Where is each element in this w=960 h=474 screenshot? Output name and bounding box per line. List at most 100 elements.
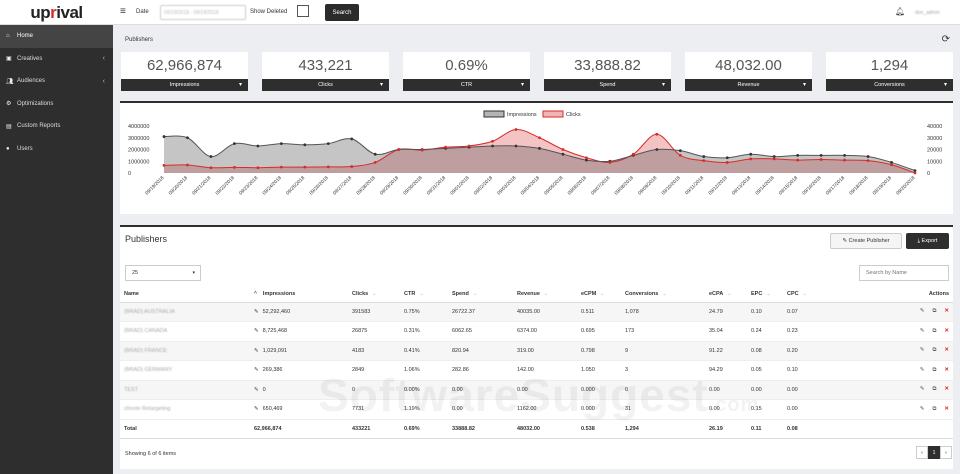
pencil-icon[interactable]: ✎ — [254, 386, 259, 393]
x-tick-label: 09/07/2018 — [590, 175, 611, 196]
y-left-tick: 0 — [128, 171, 131, 177]
cell-actions: ✎ ⧉ ✕ — [819, 380, 953, 400]
x-tick-label: 09/19/2018 — [872, 175, 893, 196]
logo[interactable]: uprival — [30, 2, 83, 22]
copy-icon[interactable]: ⧉ — [932, 327, 937, 334]
x-tick-label: 09/16/2018 — [801, 175, 822, 196]
caret-down-icon: ▾ — [520, 82, 524, 88]
user-menu[interactable]: don_admin — [915, 10, 940, 16]
sidebar-item-home[interactable]: ⌂ Home — [0, 25, 113, 48]
delete-icon[interactable]: ✕ — [944, 308, 949, 315]
clicks-point — [819, 158, 823, 161]
sidebar: ⌂ Home ▣ Creatives ‹ 👥︎ Audiences ‹ ⚙ Op… — [0, 25, 113, 474]
pencil-icon[interactable]: ✎ — [254, 328, 259, 335]
sort-icon: ⌄ — [543, 291, 549, 298]
pencil-icon[interactable]: ✎ — [254, 406, 259, 413]
edit-icon[interactable]: ✎ — [919, 405, 925, 412]
cell-epc: 0.15 — [747, 399, 783, 420]
edit-icon[interactable]: ✎ — [919, 327, 925, 334]
cell-ctr: 0.31% — [400, 321, 448, 342]
delete-icon[interactable]: ✕ — [944, 366, 949, 373]
stat-dropdown[interactable]: Clicks ▾ — [262, 79, 389, 91]
bell-icon[interactable]: 🔔︎ — [895, 7, 906, 16]
y-left-tick: 4000000 — [128, 124, 149, 130]
col-revenue[interactable]: Revenue ⌄ — [513, 287, 577, 303]
sidebar-item-creatives[interactable]: ▣ Creatives ‹ — [0, 48, 113, 71]
delete-icon[interactable]: ✕ — [944, 405, 949, 412]
impressions-point — [890, 161, 893, 164]
sidebar-item-users[interactable]: ● Users — [0, 138, 113, 161]
copy-icon[interactable]: ⧉ — [932, 405, 937, 412]
edit-icon[interactable]: ✎ — [919, 366, 925, 373]
col-ecpm[interactable]: eCPM ⌄ — [577, 287, 621, 303]
sidebar-item-label: Audiences — [17, 78, 46, 85]
pencil-icon[interactable]: ✎ — [254, 308, 259, 315]
impressions-point — [538, 146, 541, 150]
clicks-point — [796, 158, 800, 162]
impressions-point — [209, 155, 213, 158]
col-ctr[interactable]: CTR ⌄ — [400, 287, 448, 303]
cell-ecpm: 0.000 — [577, 380, 621, 400]
copy-icon[interactable]: ⧉ — [932, 308, 937, 315]
sidebar-item-optimizations[interactable]: ⚙ Optimizations — [0, 93, 113, 116]
page-size-select[interactable]: 25 ▾ — [125, 265, 201, 281]
cell-impressions: ✎ 52,292,460 — [250, 302, 348, 322]
export-button[interactable]: ⤓ Export — [906, 233, 949, 249]
total-impressions: 62,966,874 — [250, 419, 348, 439]
edit-icon[interactable]: ✎ — [919, 308, 925, 315]
sidebar-item-custom-reports[interactable]: ▤ Custom Reports — [0, 115, 113, 138]
delete-icon[interactable]: ✕ — [944, 386, 949, 393]
pager-prev[interactable]: « — [916, 446, 928, 459]
total-label: Total — [120, 419, 250, 439]
total-conversions: 1,294 — [621, 419, 705, 439]
x-tick-label: 09/27/2018 — [332, 175, 353, 196]
edit-icon[interactable]: ✎ — [919, 386, 925, 393]
edit-icon[interactable]: ✎ — [919, 347, 925, 354]
caret-down-icon: ▾ — [238, 82, 242, 88]
delete-icon[interactable]: ✕ — [944, 347, 949, 354]
cell-conversions: 3 — [621, 360, 705, 381]
copy-icon[interactable]: ⧉ — [932, 366, 937, 373]
pencil-icon[interactable]: ✎ — [254, 347, 259, 354]
pencil-icon[interactable]: ✎ — [254, 367, 259, 374]
pager-next[interactable]: » — [940, 446, 952, 459]
copy-icon[interactable]: ⧉ — [932, 386, 937, 393]
x-tick-label: 09/01/2018 — [449, 175, 470, 196]
date-range-input[interactable] — [160, 5, 246, 20]
stat-dropdown[interactable]: Conversions ▾ — [826, 79, 953, 91]
show-deleted-checkbox[interactable] — [297, 5, 309, 17]
stat-dropdown[interactable]: CTR ▾ — [403, 79, 530, 91]
col-impressions[interactable]: ^ Impressions — [250, 287, 348, 303]
col-conversions[interactable]: Conversions ⌄ — [621, 287, 705, 303]
sort-icon: ⌄ — [662, 291, 667, 298]
search-button[interactable]: Search — [325, 4, 359, 21]
clicks-point — [538, 136, 541, 140]
col-name[interactable]: Name — [120, 287, 250, 303]
stats-row: 62,966,874 Impressions ▾ 433,221 Clicks ▾ … — [121, 52, 953, 118]
refresh-icon[interactable]: ⟳ — [941, 34, 950, 45]
stat-dropdown[interactable]: Revenue ▾ — [685, 79, 812, 91]
col-epc[interactable]: EPC ⌄ — [747, 287, 783, 303]
pager-page-1[interactable]: 1 — [928, 446, 940, 459]
cell-ctr: 1.19% — [400, 399, 448, 420]
stat-dropdown[interactable]: Spend ▾ — [544, 79, 671, 91]
create-publisher-button[interactable]: ✎ Create Publisher — [830, 233, 902, 249]
search-by-name-input[interactable] — [859, 265, 949, 281]
x-tick-label: 09/28/2018 — [355, 175, 376, 196]
y-left-tick: 3000000 — [128, 136, 149, 142]
caret-down-icon: ▾ — [943, 82, 947, 88]
col-spend[interactable]: Spend ⌄ — [448, 287, 513, 303]
hamburger-icon[interactable]: ≡ — [120, 6, 126, 17]
copy-icon[interactable]: ⧉ — [932, 347, 937, 354]
col-ecpa[interactable]: eCPA ⌄ — [705, 287, 747, 303]
impressions-point — [514, 144, 518, 148]
delete-icon[interactable]: ✕ — [944, 327, 949, 334]
col-cpc[interactable]: CPC ⌄ — [783, 287, 819, 303]
stat-dropdown[interactable]: Impressions ▾ — [121, 79, 248, 91]
y-left-tick: 2000000 — [128, 148, 149, 154]
file-icon: ▤ — [6, 123, 12, 130]
sidebar-item-audiences[interactable]: 👥︎ Audiences ‹ — [0, 70, 113, 93]
clicks-point — [467, 144, 471, 148]
col-clicks[interactable]: Clicks ⌄ — [348, 287, 400, 303]
clicks-point — [585, 156, 588, 160]
